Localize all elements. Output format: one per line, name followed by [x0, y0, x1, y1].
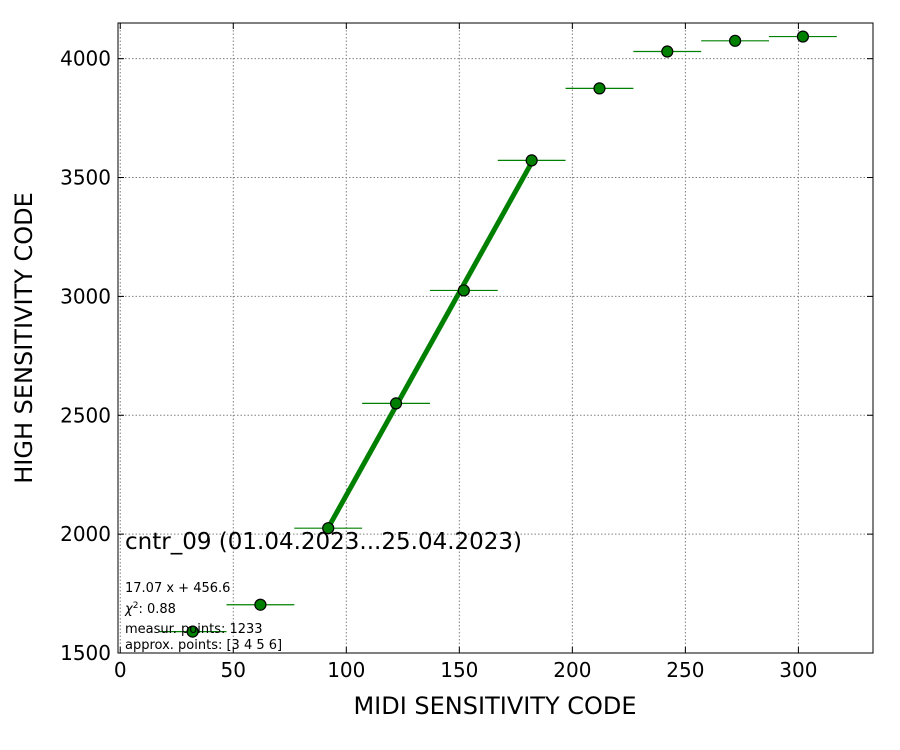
y-tick-label: 2500 [60, 403, 111, 427]
ticks [118, 23, 873, 654]
points-layer [158, 30, 837, 638]
data-point [186, 625, 199, 638]
y-axis-title: HIGH SENSITIVITY CODE [10, 192, 38, 484]
data-point [593, 82, 606, 95]
y-tick-label: 4000 [60, 47, 111, 71]
data-point [729, 34, 742, 47]
y-tick-label: 1500 [60, 641, 111, 665]
data-point [525, 154, 538, 167]
y-tick-label: 3000 [60, 284, 111, 308]
y-tick-label: 2000 [60, 522, 111, 546]
data-point [254, 598, 267, 611]
chi2-value: : 0.88 [138, 602, 175, 617]
data-point [661, 45, 674, 58]
annotation-measur-points: measur. points: 1233 [125, 622, 263, 637]
fit-line-layer [326, 161, 534, 529]
fit-line [326, 161, 534, 529]
annotation-chi2: χ2: 0.88 [124, 601, 176, 617]
annotation-approx-points: approx. points: [3 4 5 6] [125, 638, 282, 653]
x-tick-label: 250 [666, 658, 704, 682]
data-point [457, 284, 470, 297]
tick-labels: 0 50 100 150 200 250 300 1500 2000 2500 3000 3500 40… [60, 47, 817, 682]
annotation-title: cntr_09 (01.04.2023...25.04.2023) [125, 529, 522, 555]
data-point [389, 397, 403, 410]
annotation-fit: 17.07 x + 456.6 [125, 581, 230, 596]
chi2-exponent: 2 [133, 601, 139, 611]
data-point [322, 522, 335, 535]
x-tick-label: 50 [221, 658, 246, 682]
x-tick-label: 0 [114, 658, 127, 682]
plot-frame [117, 22, 874, 654]
x-tick-label: 200 [553, 658, 591, 682]
y-tick-label: 3500 [60, 166, 111, 190]
x-tick-label: 100 [327, 658, 365, 682]
x-axis-title: MIDI SENSITIVITY CODE [353, 692, 636, 720]
data-point [796, 30, 810, 43]
grid [118, 23, 873, 654]
x-tick-label: 150 [440, 658, 478, 682]
chi2-symbol: χ [124, 602, 134, 617]
x-tick-label: 300 [779, 658, 817, 682]
